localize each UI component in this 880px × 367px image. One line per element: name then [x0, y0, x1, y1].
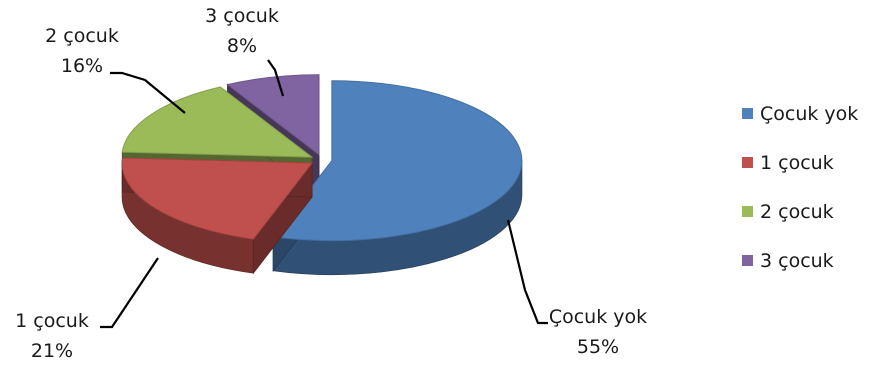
leader-line [100, 257, 159, 329]
pie-slice-top [226, 74, 320, 156]
legend-label: Çocuk yok [760, 103, 858, 125]
data-label-category: 3 çocuk [205, 5, 279, 27]
leader-line [506, 219, 548, 325]
legend: Çocuk yok 1 çocuk 2 çocuk 3 çocuk [742, 103, 858, 272]
legend-item-3-cocuk: 3 çocuk [742, 250, 834, 272]
data-label-category: 2 çocuk [45, 25, 119, 47]
pie-slice-top [121, 157, 314, 240]
data-label-percent: 21% [31, 340, 73, 362]
legend-item-cocuk-yok: Çocuk yok [742, 103, 858, 125]
data-labels: Çocuk yok 55% 1 çocuk 21% 2 çocuk 16% 3 çocuk 8… [15, 5, 647, 362]
data-label-category: Çocuk yok [549, 306, 647, 328]
legend-label: 2 çocuk [760, 201, 834, 223]
legend-swatch [742, 108, 753, 119]
pie-slice-cocuk-yok [272, 80, 523, 276]
pie-layer [121, 74, 523, 276]
data-label-category: 1 çocuk [15, 310, 89, 332]
leader-line [110, 71, 186, 114]
legend-swatch [742, 206, 753, 217]
legend-item-1-cocuk: 1 çocuk [742, 152, 834, 174]
leader-lines [100, 59, 548, 329]
pie-slice-top [272, 80, 523, 242]
legend-item-2-cocuk: 2 çocuk [742, 201, 834, 223]
data-label-percent: 55% [577, 336, 619, 358]
pie-slice-1-cocuk [121, 157, 314, 275]
data-label-percent: 16% [61, 55, 103, 77]
data-label-percent: 8% [227, 35, 257, 57]
legend-label: 3 çocuk [760, 250, 834, 272]
legend-swatch [742, 255, 753, 266]
pie-slice-top [121, 86, 314, 158]
leader-line [267, 59, 285, 97]
legend-swatch [742, 157, 753, 168]
legend-label: 1 çocuk [760, 152, 834, 174]
